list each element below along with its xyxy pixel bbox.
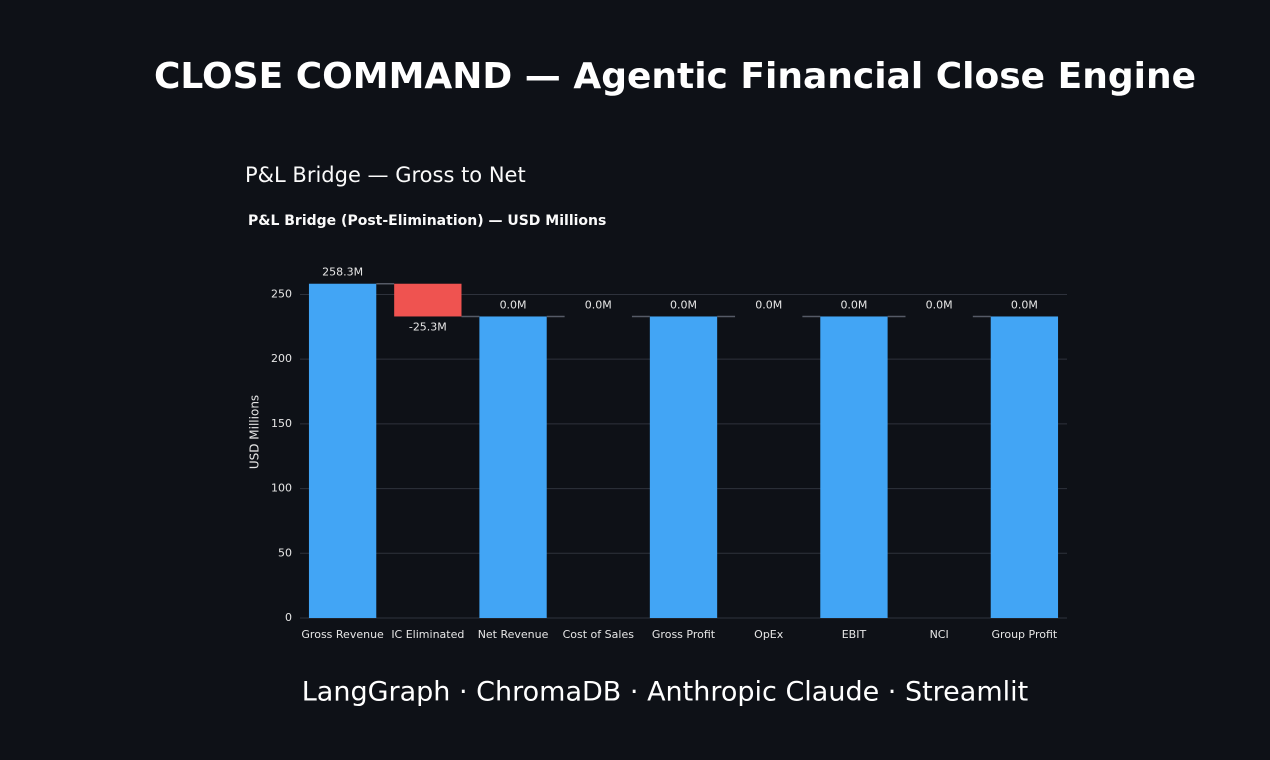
value-label: 0.0M [926,298,953,311]
y-tick-label: 250 [271,287,292,300]
value-label: 0.0M [840,298,867,311]
bar [479,316,547,618]
bar [394,283,462,317]
bar [649,316,718,618]
y-tick-label: 100 [271,482,292,495]
footer: LangGraph · ChromaDB · Anthropic Claude … [302,677,1028,708]
subheader: P&L Bridge — Gross to Net [245,163,526,187]
x-tick-label: Gross Profit [652,628,716,641]
y-tick-label: 150 [271,417,292,430]
bar [990,316,1059,618]
value-label: 0.0M [500,298,527,311]
page-title: CLOSE COMMAND — Agentic Financial Close … [154,56,1196,97]
chart-title: P&L Bridge (Post-Elimination) — USD Mill… [248,213,606,229]
x-tick-label: Net Revenue [478,628,549,641]
x-tick-label: Cost of Sales [563,628,635,641]
value-label: 258.3M [322,266,363,279]
value-label: 0.0M [670,298,697,311]
bar [308,283,377,618]
value-label: -25.3M [409,320,447,333]
value-label: 0.0M [755,298,782,311]
y-tick-label: 0 [285,611,292,624]
x-tick-label: NCI [930,628,949,641]
x-tick-label: Gross Revenue [301,628,384,641]
value-label: 0.0M [1011,298,1038,311]
value-label: 0.0M [585,298,612,311]
x-tick-label: IC Eliminated [391,628,464,641]
x-tick-label: Group Profit [992,628,1058,641]
y-axis-label: USD Millions [248,395,262,469]
y-tick-label: 200 [271,352,292,365]
y-tick-label: 50 [278,546,292,559]
x-tick-label: EBIT [842,628,867,641]
bar [820,316,888,618]
x-tick-label: OpEx [754,628,784,641]
